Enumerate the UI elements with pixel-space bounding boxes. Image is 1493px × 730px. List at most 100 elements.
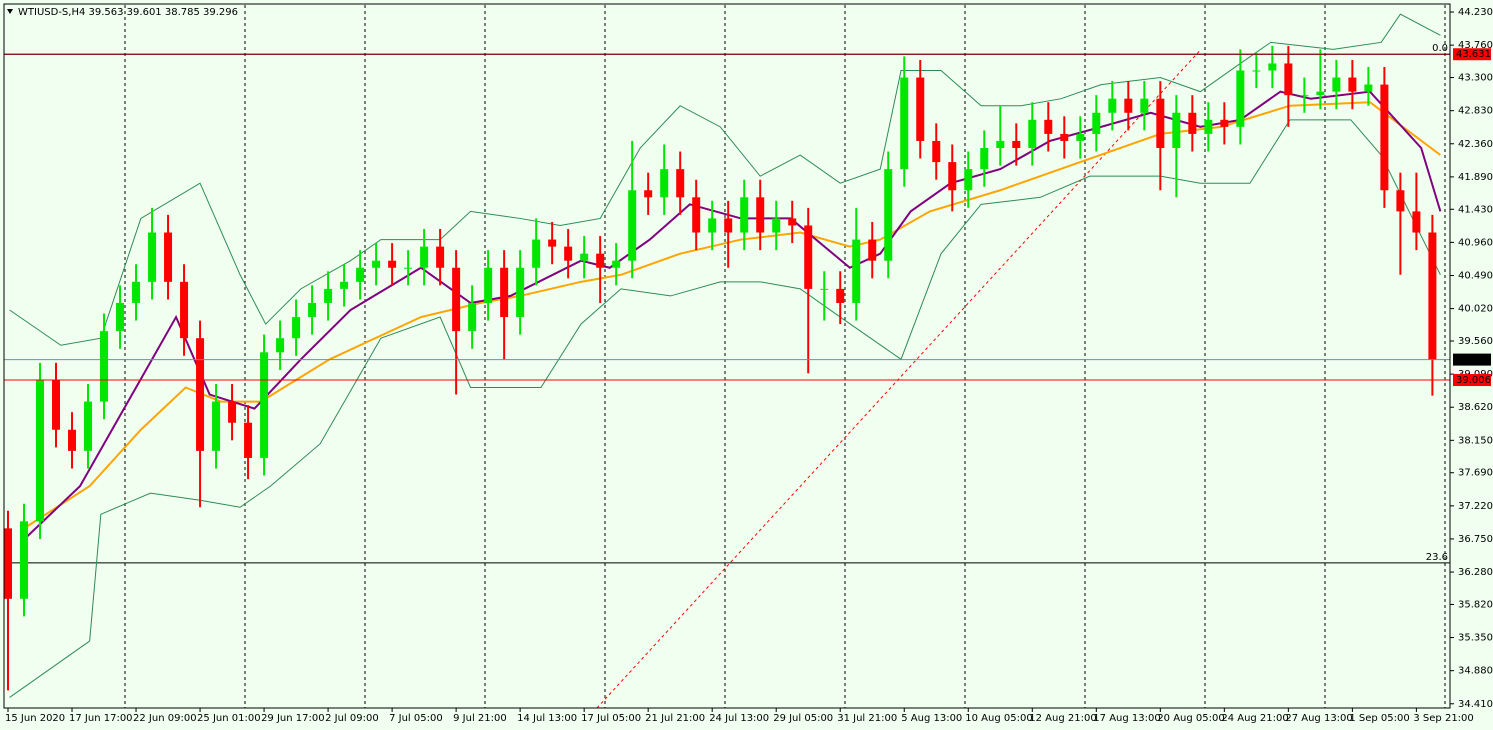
price-tag-label: 43.631 [1456,49,1491,60]
candle-body [916,77,925,141]
candle-body [356,267,365,282]
candle-body [324,288,333,303]
x-tick-label: 24 Aug 21:00 [1221,713,1288,724]
price-tag-label: 39.296 [1456,355,1491,366]
y-tick-label: 36.280 [1458,567,1493,578]
x-tick-label: 5 Aug 13:00 [901,713,962,724]
candle-body [340,281,349,289]
candle-body [36,380,45,522]
candle-body [452,267,461,332]
candle-body [1156,98,1165,148]
candle-body [868,239,877,261]
candle-body [1252,70,1261,72]
candle-body [68,429,77,451]
candle-body [548,239,557,247]
candle-body [1220,119,1229,127]
candle-body [1124,98,1133,113]
x-tick-label: 25 Jun 01:00 [197,713,261,724]
y-tick-label: 36.750 [1458,534,1493,545]
y-tick-label: 43.760 [1458,40,1493,51]
candle-body [212,401,221,451]
x-tick-label: 10 Aug 05:00 [965,713,1032,724]
y-tick-label: 39.560 [1458,336,1493,347]
candle-body [516,267,525,318]
x-tick-label: 29 Jun 17:00 [261,713,325,724]
y-tick-label: 38.620 [1458,402,1493,413]
candle-body [900,77,909,170]
candle-body [244,422,253,458]
candle-body [772,218,781,233]
candle-body [4,528,13,599]
x-tick-label: 3 Sep 21:00 [1413,713,1473,724]
candle-body [52,380,61,430]
x-tick-label: 2 Jul 09:00 [325,713,379,724]
candle-body [676,169,685,198]
candle-body [1380,84,1389,191]
candle-body [1060,133,1069,141]
candle-body [436,246,445,268]
candle-body [1300,95,1309,97]
x-tick-label: 14 Jul 13:00 [517,713,577,724]
candle-body [1428,232,1437,360]
x-tick-label: 17 Aug 13:00 [1093,713,1160,724]
y-tick-label: 34.880 [1458,666,1493,677]
x-tick-label: 27 Aug 13:00 [1285,713,1352,724]
candle-body [1092,112,1101,134]
candle-body [1076,133,1085,141]
candle-body [308,302,317,318]
candle-body [612,260,621,268]
y-tick-label: 42.830 [1458,106,1493,117]
y-tick-label: 43.300 [1458,73,1493,84]
x-tick-label: 1 Sep 05:00 [1349,713,1409,724]
candle-body [132,281,141,303]
candle-body [1348,77,1357,92]
y-tick-label: 37.220 [1458,501,1493,512]
candle-body [1236,70,1245,127]
y-tick-label: 41.430 [1458,204,1493,215]
y-tick-label: 41.890 [1458,172,1493,183]
candle-body [468,302,477,332]
candle-body [1140,98,1149,113]
candle-body [20,521,29,599]
x-tick-label: 22 Jun 09:00 [133,713,197,724]
x-tick-label: 7 Jul 05:00 [389,713,443,724]
candle-body [580,253,589,261]
candle-body [292,317,301,339]
candle-body [1332,77,1341,92]
candle-body [484,267,493,303]
candle-body [100,331,109,402]
x-tick-label: 20 Aug 05:00 [1157,713,1224,724]
candle-body [756,197,765,233]
price-tag [1453,374,1491,387]
fib-label: 0.0 [1432,43,1448,54]
x-tick-label: 24 Jul 13:00 [709,713,769,724]
candle-body [724,218,733,233]
plot: 0.0 23.6 [4,13,1450,709]
candle-body [388,260,397,268]
candle-body [644,190,653,198]
candle-body [1108,98,1117,113]
candle-body [660,169,669,198]
y-tick-label: 40.490 [1458,270,1493,281]
candle-body [1364,84,1373,92]
y-tick-label: 44.230 [1458,7,1493,18]
candle-body [180,281,189,339]
chart-title: WTIUSD-S,H4 39.563 39.601 38.785 39.296 [18,7,238,18]
candle-body [1316,91,1325,96]
candle-body [404,267,413,269]
y-tick-label: 37.690 [1458,468,1493,479]
candle-body [596,253,605,268]
candle-body [740,197,749,233]
candle-body [788,218,797,226]
y-tick-label: 40.960 [1458,237,1493,248]
x-tick-label: 9 Jul 21:00 [453,713,507,724]
candle-body [852,239,861,303]
candle-body [996,140,1005,148]
candle-body [116,302,125,332]
candle-body [1204,119,1213,134]
trend-line [596,49,1201,709]
fib-label: 23.6 [1426,552,1448,563]
candle-body [276,338,285,353]
x-tick-label: 31 Jul 21:00 [837,713,897,724]
candle-body [804,225,813,289]
